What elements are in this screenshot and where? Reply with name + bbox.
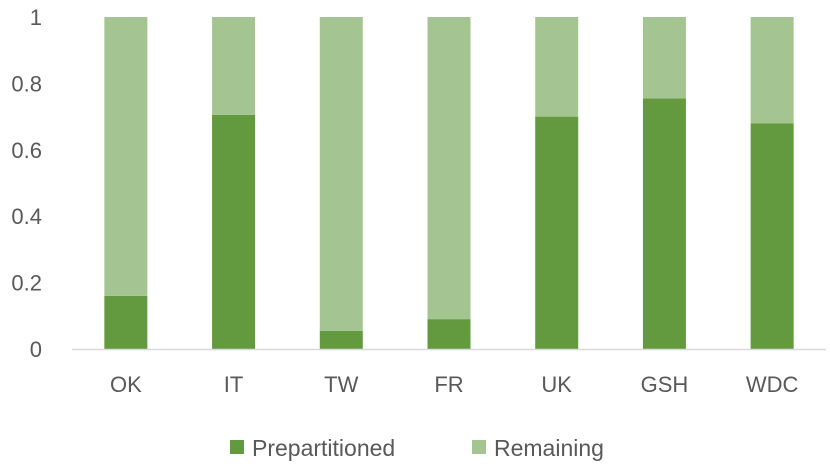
- legend-label-remaining: Remaining: [494, 435, 604, 461]
- y-tick-label: 0.2: [11, 271, 42, 296]
- x-tick-label: FR: [434, 372, 463, 397]
- legend-swatch-prepartitioned: [230, 440, 244, 454]
- legend-swatch-remaining: [472, 440, 486, 454]
- bar-prepartitioned-uk: [535, 116, 579, 349]
- bar-remaining-wdc: [750, 17, 794, 124]
- x-tick-label: TW: [324, 372, 358, 397]
- x-axis-labels: OK IT TW FR UK GSH WDC: [110, 372, 799, 397]
- x-tick-label: OK: [110, 372, 142, 397]
- x-tick-label: UK: [541, 372, 572, 397]
- legend: Prepartitioned Remaining: [230, 435, 604, 461]
- bar-remaining-uk: [535, 17, 579, 117]
- bar-prepartitioned-fr: [427, 319, 471, 349]
- bar-remaining-it: [212, 17, 256, 115]
- x-tick-label: IT: [224, 372, 244, 397]
- bar-prepartitioned-gsh: [642, 98, 686, 349]
- y-tick-label: 0.6: [11, 138, 42, 163]
- y-axis-ticks: 0 0.2 0.4 0.6 0.8 1: [11, 5, 42, 362]
- x-tick-label: WDC: [746, 372, 799, 397]
- x-tick-label: GSH: [641, 372, 689, 397]
- legend-label-prepartitioned: Prepartitioned: [252, 435, 395, 461]
- bar-prepartitioned-tw: [319, 330, 363, 349]
- bar-prepartitioned-it: [212, 114, 256, 349]
- bar-remaining-gsh: [642, 17, 686, 99]
- y-tick-label: 0.8: [11, 71, 42, 96]
- bar-remaining-ok: [104, 17, 148, 296]
- bar-prepartitioned-ok: [104, 295, 148, 349]
- y-tick-label: 0.4: [11, 204, 42, 229]
- y-tick-label: 0: [30, 337, 42, 362]
- bar-remaining-fr: [427, 17, 471, 320]
- bar-remaining-tw: [319, 17, 363, 331]
- y-tick-label: 1: [30, 5, 42, 30]
- bars: [104, 17, 794, 350]
- bar-prepartitioned-wdc: [750, 123, 794, 350]
